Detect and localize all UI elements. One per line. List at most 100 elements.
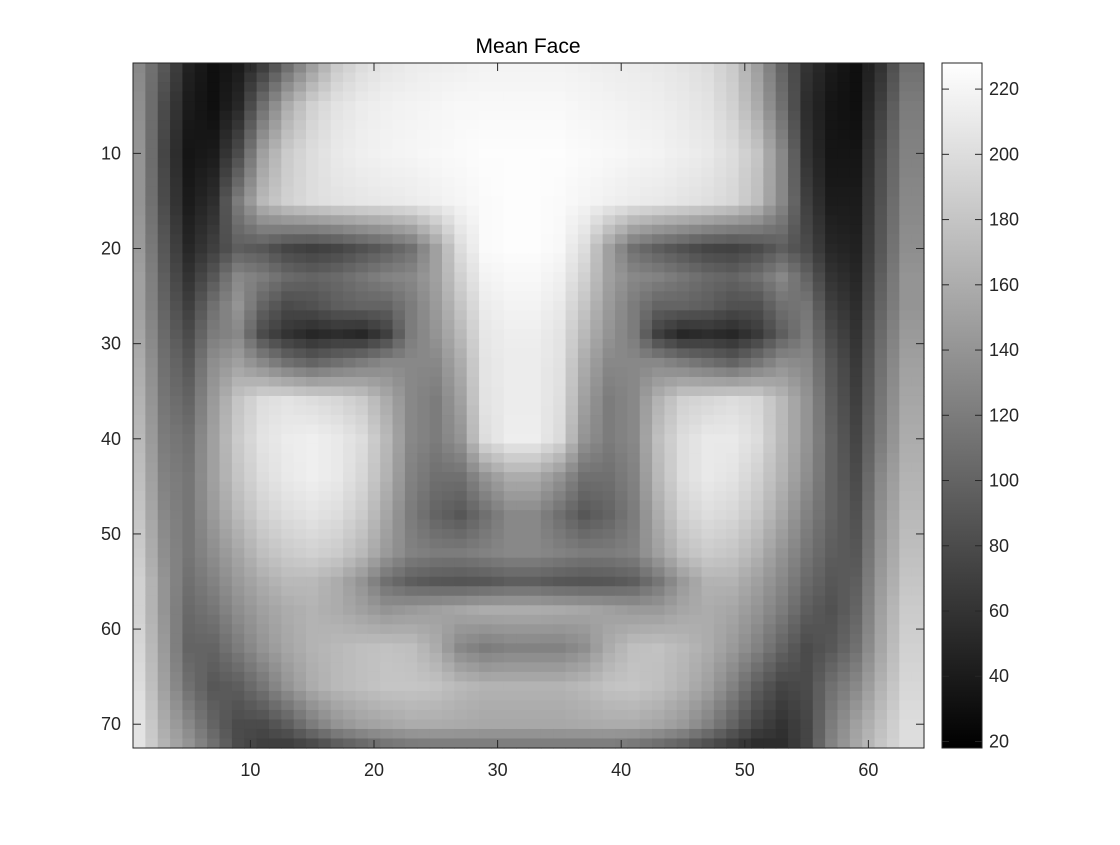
- heatmap-cell: [775, 424, 789, 435]
- heatmap-cell: [886, 82, 900, 93]
- heatmap-cell: [528, 177, 542, 188]
- heatmap-cell: [615, 357, 628, 369]
- heatmap-cell: [676, 462, 690, 473]
- heatmap-cell: [429, 595, 443, 606]
- heatmap-cell: [862, 472, 876, 483]
- heatmap-cell: [899, 167, 913, 178]
- heatmap-cell: [528, 510, 542, 521]
- heatmap-cell: [466, 462, 480, 473]
- heatmap-cell: [194, 453, 208, 464]
- heatmap-cell: [219, 91, 233, 102]
- heatmap-cell: [466, 72, 480, 83]
- heatmap-cell: [503, 253, 517, 264]
- heatmap-cell: [244, 386, 258, 397]
- heatmap-cell: [145, 567, 159, 578]
- heatmap-cell: [627, 281, 641, 292]
- heatmap-cell: [429, 405, 443, 416]
- heatmap-cell: [392, 453, 406, 464]
- heatmap-cell: [800, 738, 814, 749]
- heatmap-cell: [133, 700, 146, 711]
- heatmap-cell: [133, 424, 146, 435]
- heatmap-cell: [355, 63, 369, 74]
- heatmap-cell: [157, 386, 171, 397]
- heatmap-cell: [503, 319, 517, 330]
- heatmap-cell: [133, 481, 146, 492]
- heatmap-cell: [441, 443, 455, 454]
- heatmap-cell: [429, 63, 443, 74]
- heatmap-cell: [590, 709, 604, 721]
- heatmap-cell: [404, 91, 418, 102]
- heatmap-cell: [652, 329, 666, 340]
- heatmap-cell: [602, 196, 616, 207]
- heatmap-cell: [219, 510, 233, 521]
- heatmap-cell: [899, 395, 913, 407]
- heatmap-cell: [491, 291, 505, 302]
- heatmap-cell: [157, 681, 171, 692]
- heatmap-cell: [639, 253, 653, 264]
- heatmap-cell: [800, 605, 814, 616]
- heatmap-cell: [837, 148, 851, 159]
- heatmap-cell: [899, 101, 913, 112]
- heatmap-cell: [590, 614, 604, 625]
- heatmap-cell: [343, 700, 357, 711]
- heatmap-cell: [417, 681, 431, 692]
- heatmap-cell: [602, 319, 616, 330]
- x-tick-label: 30: [488, 760, 508, 780]
- heatmap-cell: [837, 281, 851, 292]
- heatmap-cell: [837, 624, 851, 635]
- heatmap-cell: [862, 576, 876, 587]
- heatmap-cell: [577, 129, 591, 140]
- heatmap-cell: [689, 205, 703, 216]
- heatmap-cell: [652, 567, 666, 578]
- heatmap-cell: [281, 234, 295, 245]
- heatmap-cell: [306, 738, 319, 749]
- heatmap-cell: [788, 376, 802, 388]
- heatmap-cell: [565, 424, 579, 435]
- heatmap-cell: [170, 215, 184, 226]
- heatmap-cell: [528, 519, 542, 530]
- heatmap-cell: [306, 291, 319, 302]
- heatmap-cell: [886, 481, 900, 492]
- heatmap-cell: [590, 262, 604, 273]
- heatmap-cell: [219, 129, 233, 140]
- heatmap-cell: [306, 405, 319, 416]
- heatmap-cell: [788, 386, 802, 397]
- heatmap-cell: [404, 510, 418, 521]
- heatmap-cell: [775, 405, 789, 416]
- heatmap-cell: [750, 338, 764, 350]
- heatmap-cell: [429, 395, 443, 407]
- heatmap-cell: [404, 272, 418, 283]
- heatmap-cell: [231, 82, 245, 93]
- heatmap-cell: [590, 472, 604, 483]
- heatmap-cell: [503, 434, 517, 445]
- heatmap-cell: [627, 63, 641, 74]
- heatmap-cell: [355, 129, 369, 140]
- heatmap-cell: [664, 719, 678, 730]
- heatmap-cell: [874, 595, 888, 606]
- heatmap-cell: [837, 690, 851, 702]
- heatmap-cell: [775, 643, 789, 654]
- heatmap-cell: [627, 395, 641, 407]
- heatmap-cell: [701, 91, 715, 102]
- heatmap-cell: [318, 481, 332, 492]
- heatmap-cell: [330, 139, 344, 150]
- heatmap-cell: [182, 338, 196, 350]
- heatmap-cell: [886, 186, 900, 197]
- heatmap-cell: [170, 348, 184, 359]
- heatmap-cell: [318, 586, 332, 597]
- heatmap-cell: [553, 719, 567, 730]
- heatmap-cell: [207, 633, 221, 644]
- heatmap-cell: [256, 196, 270, 207]
- heatmap-cell: [726, 186, 740, 197]
- heatmap-cell: [219, 110, 233, 121]
- heatmap-cell: [256, 110, 270, 121]
- heatmap-cell: [491, 519, 505, 530]
- heatmap-cell: [244, 681, 258, 692]
- heatmap-cell: [268, 72, 282, 83]
- heatmap-cell: [676, 548, 690, 559]
- heatmap-cell: [182, 529, 196, 540]
- heatmap-cell: [775, 139, 789, 150]
- heatmap-cell: [157, 395, 171, 407]
- heatmap-cell: [392, 510, 406, 521]
- heatmap-cell: [293, 224, 307, 235]
